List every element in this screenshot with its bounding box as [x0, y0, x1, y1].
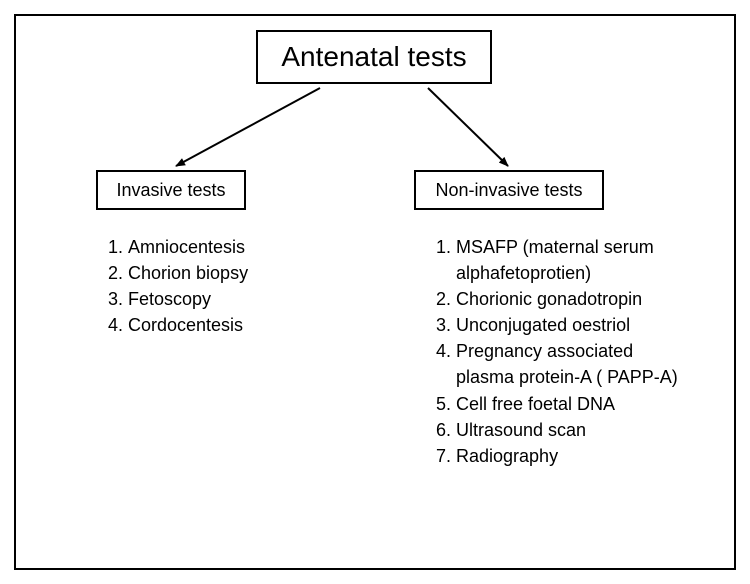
- list-item: Cordocentesis: [128, 312, 354, 338]
- list-item: MSAFP (maternal serum alphafetoprotien): [456, 234, 686, 286]
- list-item: Chorion biopsy: [128, 260, 354, 286]
- list-item: Amniocentesis: [128, 234, 354, 260]
- title-box: Antenatal tests: [256, 30, 492, 84]
- noninvasive-ol: MSAFP (maternal serum alphafetoprotien)C…: [422, 234, 712, 469]
- list-item: Chorionic gonadotropin: [456, 286, 686, 312]
- noninvasive-box: Non-invasive tests: [414, 170, 604, 210]
- title-text: Antenatal tests: [281, 41, 466, 73]
- list-item: Unconjugated oestriol: [456, 312, 686, 338]
- noninvasive-label: Non-invasive tests: [435, 180, 582, 201]
- invasive-list: AmniocentesisChorion biopsyFetoscopyCord…: [94, 234, 354, 338]
- list-item: Fetoscopy: [128, 286, 354, 312]
- invasive-ol: AmniocentesisChorion biopsyFetoscopyCord…: [94, 234, 354, 338]
- invasive-box: Invasive tests: [96, 170, 246, 210]
- invasive-label: Invasive tests: [116, 180, 225, 201]
- noninvasive-list: MSAFP (maternal serum alphafetoprotien)C…: [422, 234, 712, 469]
- list-item: Ultrasound scan: [456, 417, 686, 443]
- list-item: Pregnancy associated plasma protein-A ( …: [456, 338, 686, 390]
- list-item: Cell free foetal DNA: [456, 391, 686, 417]
- list-item: Radiography: [456, 443, 686, 469]
